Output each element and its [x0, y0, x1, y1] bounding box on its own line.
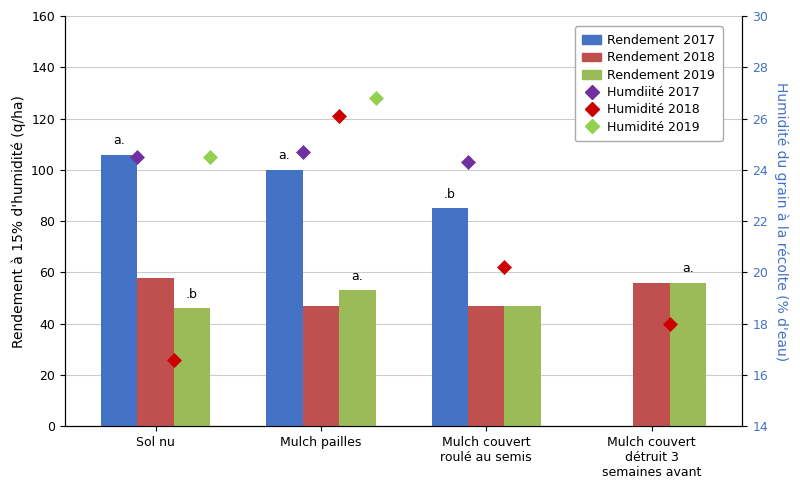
- Text: a.: a.: [278, 149, 290, 162]
- Bar: [670, 283, 706, 426]
- Text: a.: a.: [682, 262, 694, 275]
- Bar: [339, 291, 375, 426]
- Bar: [174, 308, 210, 426]
- Text: .b: .b: [444, 188, 456, 200]
- Bar: [634, 283, 670, 426]
- Legend: Rendement 2017, Rendement 2018, Rendement 2019, Humdiité 2017, Humidité 2018, Hu: Rendement 2017, Rendement 2018, Rendemen…: [574, 26, 722, 141]
- Bar: [505, 306, 541, 426]
- Bar: [302, 306, 339, 426]
- Bar: [266, 170, 302, 426]
- Text: .b: .b: [186, 288, 198, 300]
- Y-axis label: Rendement à 15% d'humidité (q/ha): Rendement à 15% d'humidité (q/ha): [11, 95, 26, 347]
- Y-axis label: Humidité du grain à la récolte (% d'eau): Humidité du grain à la récolte (% d'eau): [774, 81, 789, 361]
- Bar: [468, 306, 505, 426]
- Text: a.: a.: [114, 134, 125, 147]
- Text: a.: a.: [351, 270, 363, 283]
- Bar: [138, 277, 174, 426]
- Bar: [432, 208, 468, 426]
- Bar: [101, 154, 138, 426]
